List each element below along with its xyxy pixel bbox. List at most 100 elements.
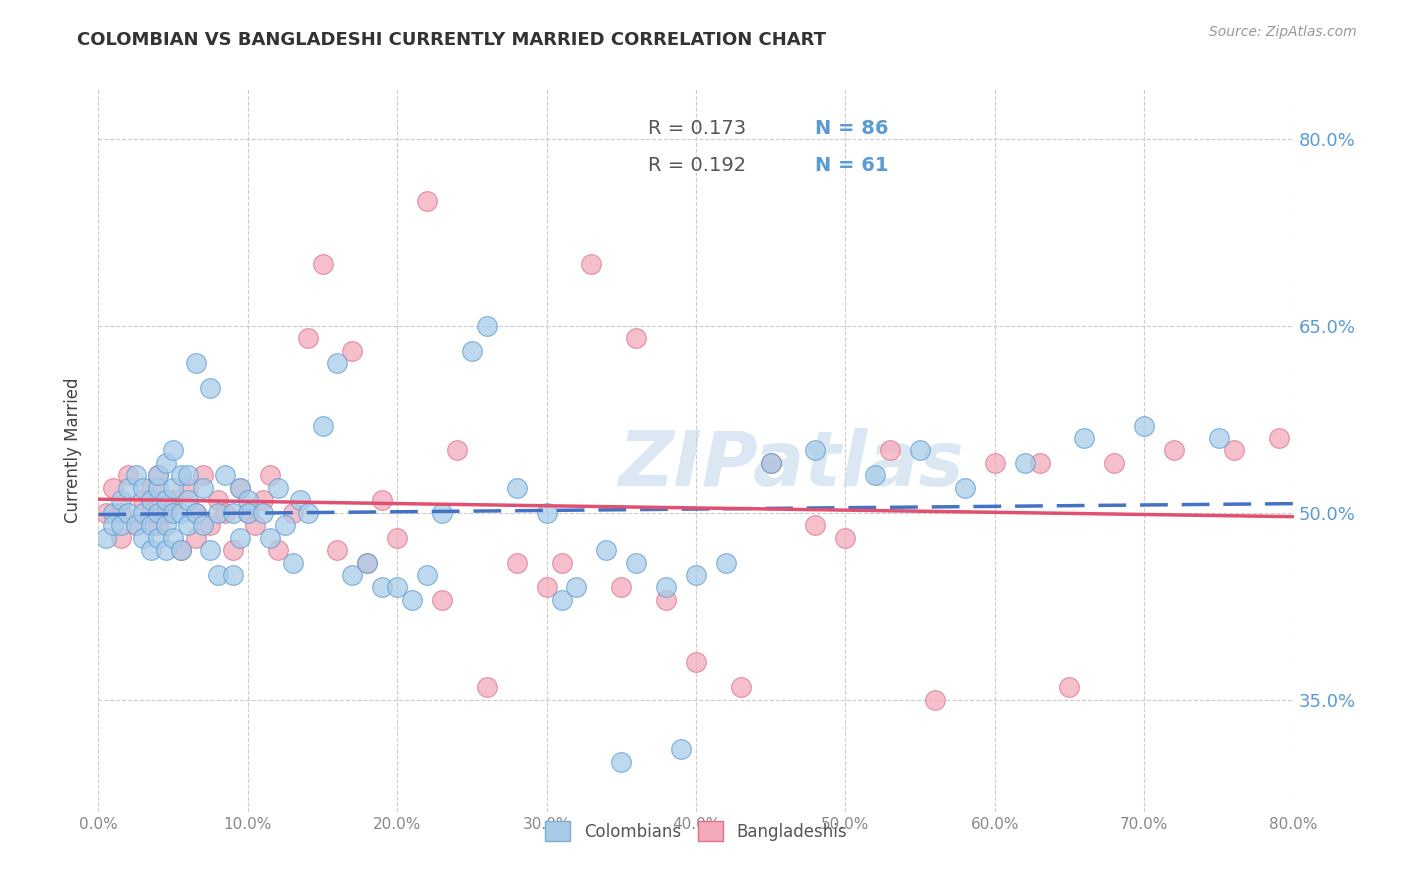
Point: [148, 481, 170, 495]
Point: [132, 493, 155, 508]
Text: ZIPatlas: ZIPatlas: [619, 428, 965, 502]
Point: [281, 506, 304, 520]
Point: [371, 493, 394, 508]
Point: [139, 506, 162, 520]
Point: [475, 680, 498, 694]
Point: [342, 343, 364, 358]
Point: [169, 543, 191, 558]
Point: [461, 343, 484, 358]
Point: [342, 568, 364, 582]
Text: N = 86: N = 86: [815, 120, 889, 138]
Point: [626, 556, 648, 570]
Point: [103, 481, 125, 495]
Point: [446, 443, 468, 458]
Point: [416, 194, 439, 209]
Point: [148, 506, 170, 520]
Point: [139, 518, 162, 533]
Point: [103, 518, 125, 533]
Point: [155, 493, 177, 508]
Point: [430, 593, 453, 607]
Point: [685, 568, 707, 582]
Point: [139, 493, 162, 508]
Point: [804, 518, 827, 533]
Point: [924, 692, 946, 706]
Point: [1133, 418, 1156, 433]
Point: [371, 581, 394, 595]
Point: [184, 506, 207, 520]
Point: [311, 418, 333, 433]
Point: [326, 543, 349, 558]
Point: [177, 493, 200, 508]
Text: COLOMBIAN VS BANGLADESHI CURRENTLY MARRIED CORRELATION CHART: COLOMBIAN VS BANGLADESHI CURRENTLY MARRI…: [77, 31, 827, 49]
Point: [550, 556, 572, 570]
Point: [139, 543, 162, 558]
Point: [804, 443, 827, 458]
Point: [191, 481, 214, 495]
Point: [148, 518, 170, 533]
Point: [610, 755, 633, 769]
Point: [685, 655, 707, 669]
Point: [385, 581, 409, 595]
Point: [110, 493, 132, 508]
Point: [297, 506, 319, 520]
Point: [191, 468, 214, 483]
Point: [274, 518, 297, 533]
Point: [200, 518, 222, 533]
Point: [1223, 443, 1246, 458]
Point: [245, 518, 267, 533]
Text: R = 0.192: R = 0.192: [648, 155, 747, 175]
Point: [229, 531, 252, 545]
Point: [595, 543, 617, 558]
Point: [207, 493, 229, 508]
Point: [148, 468, 170, 483]
Point: [177, 518, 200, 533]
Point: [1073, 431, 1095, 445]
Point: [267, 543, 290, 558]
Point: [506, 556, 529, 570]
Point: [222, 543, 245, 558]
Point: [550, 593, 572, 607]
Point: [207, 568, 229, 582]
Point: [110, 518, 132, 533]
Point: [110, 531, 132, 545]
Point: [229, 481, 252, 495]
Point: [565, 581, 588, 595]
Point: [356, 556, 378, 570]
Point: [207, 506, 229, 520]
Point: [117, 468, 139, 483]
Point: [1163, 443, 1185, 458]
Point: [177, 468, 200, 483]
Point: [139, 481, 162, 495]
Point: [430, 506, 453, 520]
Point: [162, 506, 184, 520]
Point: [259, 468, 281, 483]
Point: [259, 531, 281, 545]
Point: [125, 518, 148, 533]
Point: [730, 680, 752, 694]
Point: [908, 443, 931, 458]
Point: [288, 493, 311, 508]
Point: [184, 531, 207, 545]
Point: [200, 381, 222, 395]
Point: [311, 257, 333, 271]
Point: [184, 506, 207, 520]
Point: [759, 456, 782, 470]
Point: [236, 506, 259, 520]
Point: [714, 556, 737, 570]
Point: [94, 531, 117, 545]
Point: [169, 506, 191, 520]
Point: [236, 493, 259, 508]
Point: [148, 468, 170, 483]
Text: Source: ZipAtlas.com: Source: ZipAtlas.com: [1209, 25, 1357, 39]
Point: [610, 581, 633, 595]
Point: [162, 481, 184, 495]
Point: [759, 456, 782, 470]
Point: [252, 506, 274, 520]
Point: [1014, 456, 1036, 470]
Point: [326, 356, 349, 370]
Point: [222, 506, 245, 520]
Point: [117, 506, 139, 520]
Point: [385, 531, 409, 545]
Point: [132, 506, 155, 520]
Point: [536, 581, 558, 595]
